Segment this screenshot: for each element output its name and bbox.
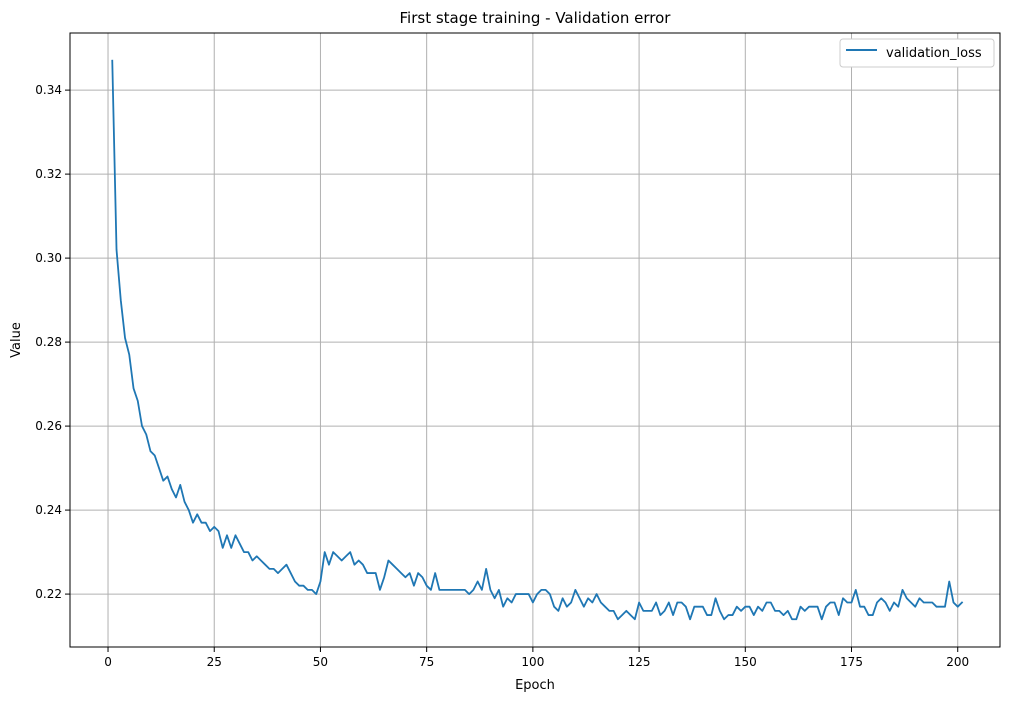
series-layer	[111, 59, 964, 621]
x-tick-label: 0	[104, 655, 112, 669]
grid-layer	[70, 33, 1000, 647]
x-tick-label: 175	[840, 655, 863, 669]
y-axis: 0.22 0.24 0.26 0.28 0.30 0.32 0.34	[35, 83, 70, 601]
x-tick-label: 50	[313, 655, 328, 669]
series-line-validation_loss	[111, 59, 964, 621]
y-axis-label: Value	[9, 322, 24, 358]
x-axis-label: Epoch	[515, 678, 555, 693]
y-tick-label: 0.22	[35, 587, 62, 601]
x-tick-label: 200	[946, 655, 969, 669]
x-axis: 0 25 50 75 100 125 150 175 200	[104, 647, 969, 669]
y-tick-label: 0.26	[35, 419, 62, 433]
chart-title: First stage training - Validation error	[400, 9, 672, 27]
legend-label: validation_loss	[886, 46, 982, 61]
y-tick-label: 0.24	[35, 503, 62, 517]
x-tick-label: 100	[521, 655, 544, 669]
x-tick-label: 150	[734, 655, 757, 669]
legend-box	[839, 38, 995, 68]
y-tick-label: 0.34	[35, 83, 62, 97]
x-tick-label: 125	[628, 655, 651, 669]
plot-frame	[69, 32, 1001, 648]
x-tick-label: 25	[207, 655, 222, 669]
y-tick-label: 0.32	[35, 167, 62, 181]
y-tick-label: 0.30	[35, 251, 62, 265]
legend: validation_loss	[839, 38, 995, 68]
y-tick-label: 0.28	[35, 335, 62, 349]
x-tick-label: 75	[419, 655, 434, 669]
